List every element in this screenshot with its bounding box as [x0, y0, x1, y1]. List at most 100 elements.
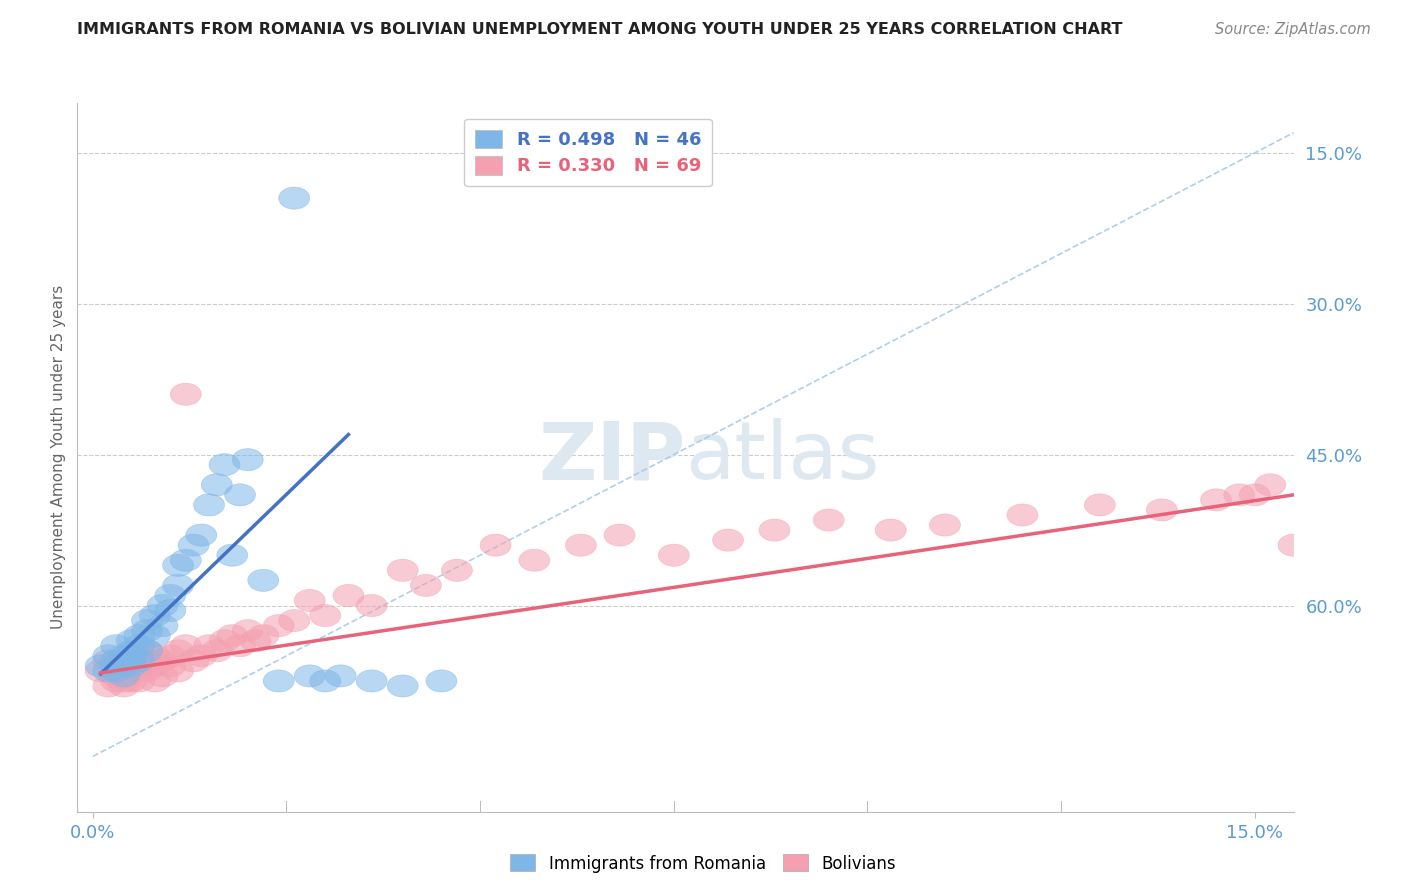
Ellipse shape [278, 609, 309, 632]
Ellipse shape [117, 645, 148, 667]
Ellipse shape [232, 620, 263, 641]
Ellipse shape [929, 514, 960, 536]
Ellipse shape [263, 670, 294, 692]
Legend: Immigrants from Romania, Bolivians: Immigrants from Romania, Bolivians [503, 847, 903, 880]
Ellipse shape [124, 670, 155, 692]
Ellipse shape [155, 655, 186, 677]
Ellipse shape [411, 574, 441, 597]
Ellipse shape [93, 675, 124, 697]
Ellipse shape [186, 645, 217, 667]
Ellipse shape [101, 670, 132, 692]
Ellipse shape [155, 599, 186, 622]
Ellipse shape [93, 645, 124, 667]
Ellipse shape [356, 594, 387, 616]
Ellipse shape [117, 649, 148, 672]
Legend: R = 0.498   N = 46, R = 0.330   N = 69: R = 0.498 N = 46, R = 0.330 N = 69 [464, 119, 711, 186]
Ellipse shape [148, 665, 179, 687]
Ellipse shape [139, 655, 170, 677]
Ellipse shape [117, 660, 148, 682]
Ellipse shape [148, 594, 179, 616]
Ellipse shape [194, 494, 225, 516]
Text: IMMIGRANTS FROM ROMANIA VS BOLIVIAN UNEMPLOYMENT AMONG YOUTH UNDER 25 YEARS CORR: IMMIGRANTS FROM ROMANIA VS BOLIVIAN UNEM… [77, 22, 1123, 37]
Ellipse shape [179, 534, 209, 557]
Ellipse shape [519, 549, 550, 571]
Ellipse shape [217, 624, 247, 647]
Ellipse shape [139, 670, 170, 692]
Ellipse shape [426, 670, 457, 692]
Ellipse shape [124, 645, 155, 667]
Ellipse shape [139, 605, 170, 627]
Ellipse shape [759, 519, 790, 541]
Ellipse shape [225, 635, 256, 657]
Ellipse shape [170, 384, 201, 405]
Ellipse shape [209, 630, 240, 652]
Ellipse shape [101, 655, 132, 677]
Ellipse shape [356, 670, 387, 692]
Ellipse shape [86, 655, 117, 677]
Ellipse shape [139, 624, 170, 647]
Ellipse shape [209, 454, 240, 475]
Ellipse shape [309, 670, 340, 692]
Ellipse shape [108, 665, 139, 687]
Ellipse shape [813, 509, 844, 531]
Ellipse shape [132, 640, 163, 662]
Ellipse shape [101, 660, 132, 682]
Ellipse shape [101, 665, 132, 687]
Ellipse shape [93, 649, 124, 672]
Ellipse shape [117, 670, 148, 692]
Ellipse shape [155, 645, 186, 667]
Ellipse shape [101, 649, 132, 672]
Ellipse shape [247, 569, 278, 591]
Ellipse shape [93, 660, 124, 682]
Ellipse shape [565, 534, 596, 557]
Ellipse shape [247, 624, 278, 647]
Ellipse shape [217, 544, 247, 566]
Ellipse shape [108, 649, 139, 672]
Ellipse shape [108, 670, 139, 692]
Ellipse shape [108, 649, 139, 672]
Text: Source: ZipAtlas.com: Source: ZipAtlas.com [1215, 22, 1371, 37]
Ellipse shape [1201, 489, 1232, 511]
Ellipse shape [124, 635, 155, 657]
Ellipse shape [132, 620, 163, 641]
Ellipse shape [132, 640, 163, 662]
Ellipse shape [278, 187, 309, 210]
Ellipse shape [170, 635, 201, 657]
Text: atlas: atlas [686, 418, 880, 496]
Ellipse shape [163, 660, 194, 682]
Ellipse shape [179, 649, 209, 672]
Ellipse shape [605, 524, 636, 546]
Ellipse shape [201, 640, 232, 662]
Ellipse shape [117, 630, 148, 652]
Ellipse shape [132, 649, 163, 672]
Ellipse shape [441, 559, 472, 582]
Ellipse shape [1278, 534, 1309, 557]
Ellipse shape [309, 605, 340, 627]
Ellipse shape [148, 615, 179, 637]
Ellipse shape [713, 529, 744, 551]
Ellipse shape [325, 665, 356, 687]
Ellipse shape [124, 649, 155, 672]
Ellipse shape [658, 544, 689, 566]
Ellipse shape [1223, 483, 1254, 506]
Ellipse shape [163, 574, 194, 597]
Ellipse shape [1317, 670, 1348, 692]
Text: ZIP: ZIP [538, 418, 686, 496]
Ellipse shape [148, 649, 179, 672]
Ellipse shape [294, 590, 325, 612]
Ellipse shape [479, 534, 512, 557]
Ellipse shape [132, 660, 163, 682]
Ellipse shape [108, 675, 139, 697]
Ellipse shape [1007, 504, 1038, 526]
Ellipse shape [194, 635, 225, 657]
Ellipse shape [163, 640, 194, 662]
Ellipse shape [294, 665, 325, 687]
Ellipse shape [1084, 494, 1115, 516]
Ellipse shape [124, 624, 155, 647]
Y-axis label: Unemployment Among Youth under 25 years: Unemployment Among Youth under 25 years [51, 285, 66, 629]
Ellipse shape [139, 645, 170, 667]
Ellipse shape [333, 584, 364, 607]
Ellipse shape [108, 655, 139, 677]
Ellipse shape [163, 554, 194, 576]
Ellipse shape [201, 474, 232, 496]
